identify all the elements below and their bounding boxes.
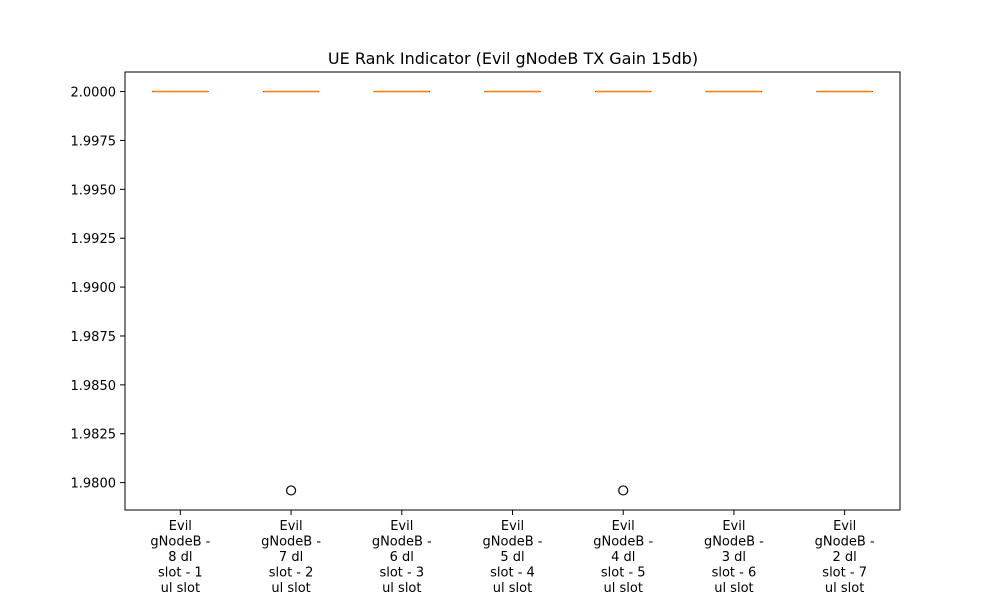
x-tick-label-line: 8 dl [168,550,192,565]
y-axis: 1.9800 1.9825 1.9850 1.9875 1.9900 1.9925 1.99… [71,86,125,492]
x-tick-label: Evil gNodeB -6 dl slot - 3 ul slot [372,519,432,596]
x-tick-label: Evil gNodeB -7 dl slot - 2 ul slot [261,519,321,596]
x-tick-label: Evil gNodeB -4 dl slot - 5 ul slot [593,519,653,596]
x-tick-label-line: 2 dl [833,550,857,565]
x-tick-label-line: ul slot [825,581,864,596]
x-tick-label-line: 7 dl [279,550,303,565]
x-tick-label-line: ul slot [493,581,532,596]
y-tick-label: 1.9975 [71,134,117,149]
y-tick-label: 1.9950 [71,183,117,198]
plot-frame [124,71,901,511]
x-tick-label-line: Evil [390,519,413,534]
x-tick-label-line: Evil [501,519,524,534]
x-tick-label-line: 6 dl [390,550,414,565]
x-tick-label: Evil gNodeB -5 dl slot - 4 ul slot [483,519,543,596]
x-tick-label-line: slot - 6 [712,566,757,581]
x-tick-label-line: Evil [280,519,303,534]
x-tick-label-line: gNodeB - [704,535,764,550]
y-tick-label: 1.9900 [71,281,117,296]
x-tick-label-line: ul slot [604,581,643,596]
x-tick-label-line: slot - 4 [490,566,535,581]
y-tick-label: 1.9925 [71,232,117,247]
outlier-point [285,485,297,496]
box-group [262,90,320,496]
x-tick-label: Evil gNodeB -8 dl slot - 1 ul slot [150,519,210,596]
x-tick-label-line: ul slot [714,581,753,596]
x-tick-label-line: slot - 2 [269,566,314,581]
chart-title: UE Rank Indicator (Evil gNodeB TX Gain 1… [328,49,698,68]
x-tick-label-line: ul slot [161,581,200,596]
box-group [595,90,652,496]
x-tick-label: Evil gNodeB -2 dl slot - 7 ul slot [815,519,875,596]
x-tick-label-line: gNodeB - [815,535,875,550]
x-tick-label-line: slot - 1 [158,566,203,581]
x-tick-label-line: gNodeB - [593,535,653,550]
y-tick-label: 1.9875 [71,330,117,345]
x-tick-label-line: 4 dl [611,550,635,565]
x-tick-label-line: Evil [612,519,635,534]
outlier-point [618,485,629,496]
x-tick-label-line: ul slot [271,581,310,596]
x-tick-label-line: gNodeB - [372,535,432,550]
x-tick-label-line: slot - 5 [601,566,646,581]
x-tick-label-line: ul slot [382,581,421,596]
x-tick-label-line: gNodeB - [261,535,321,550]
y-tick-label: 1.9800 [71,477,117,492]
x-tick-label-line: 3 dl [722,550,746,565]
x-tick-label-line: gNodeB - [483,535,543,550]
x-tick-label-line: slot - 7 [822,566,867,581]
x-tick-label-line: slot - 3 [379,566,424,581]
x-tick-label-line: Evil [169,519,192,534]
box-series [152,90,873,496]
x-tick-label: Evil gNodeB -3 dl slot - 6 ul slot [704,519,764,596]
y-tick-label: 2.0000 [71,86,117,101]
x-tick-label-line: 5 dl [500,550,524,565]
x-tick-label-line: Evil [722,519,745,534]
x-tick-label-line: gNodeB - [150,535,210,550]
y-tick-label: 1.9825 [71,428,117,443]
x-tick-label-line: Evil [833,519,856,534]
y-tick-label: 1.9850 [71,379,117,394]
